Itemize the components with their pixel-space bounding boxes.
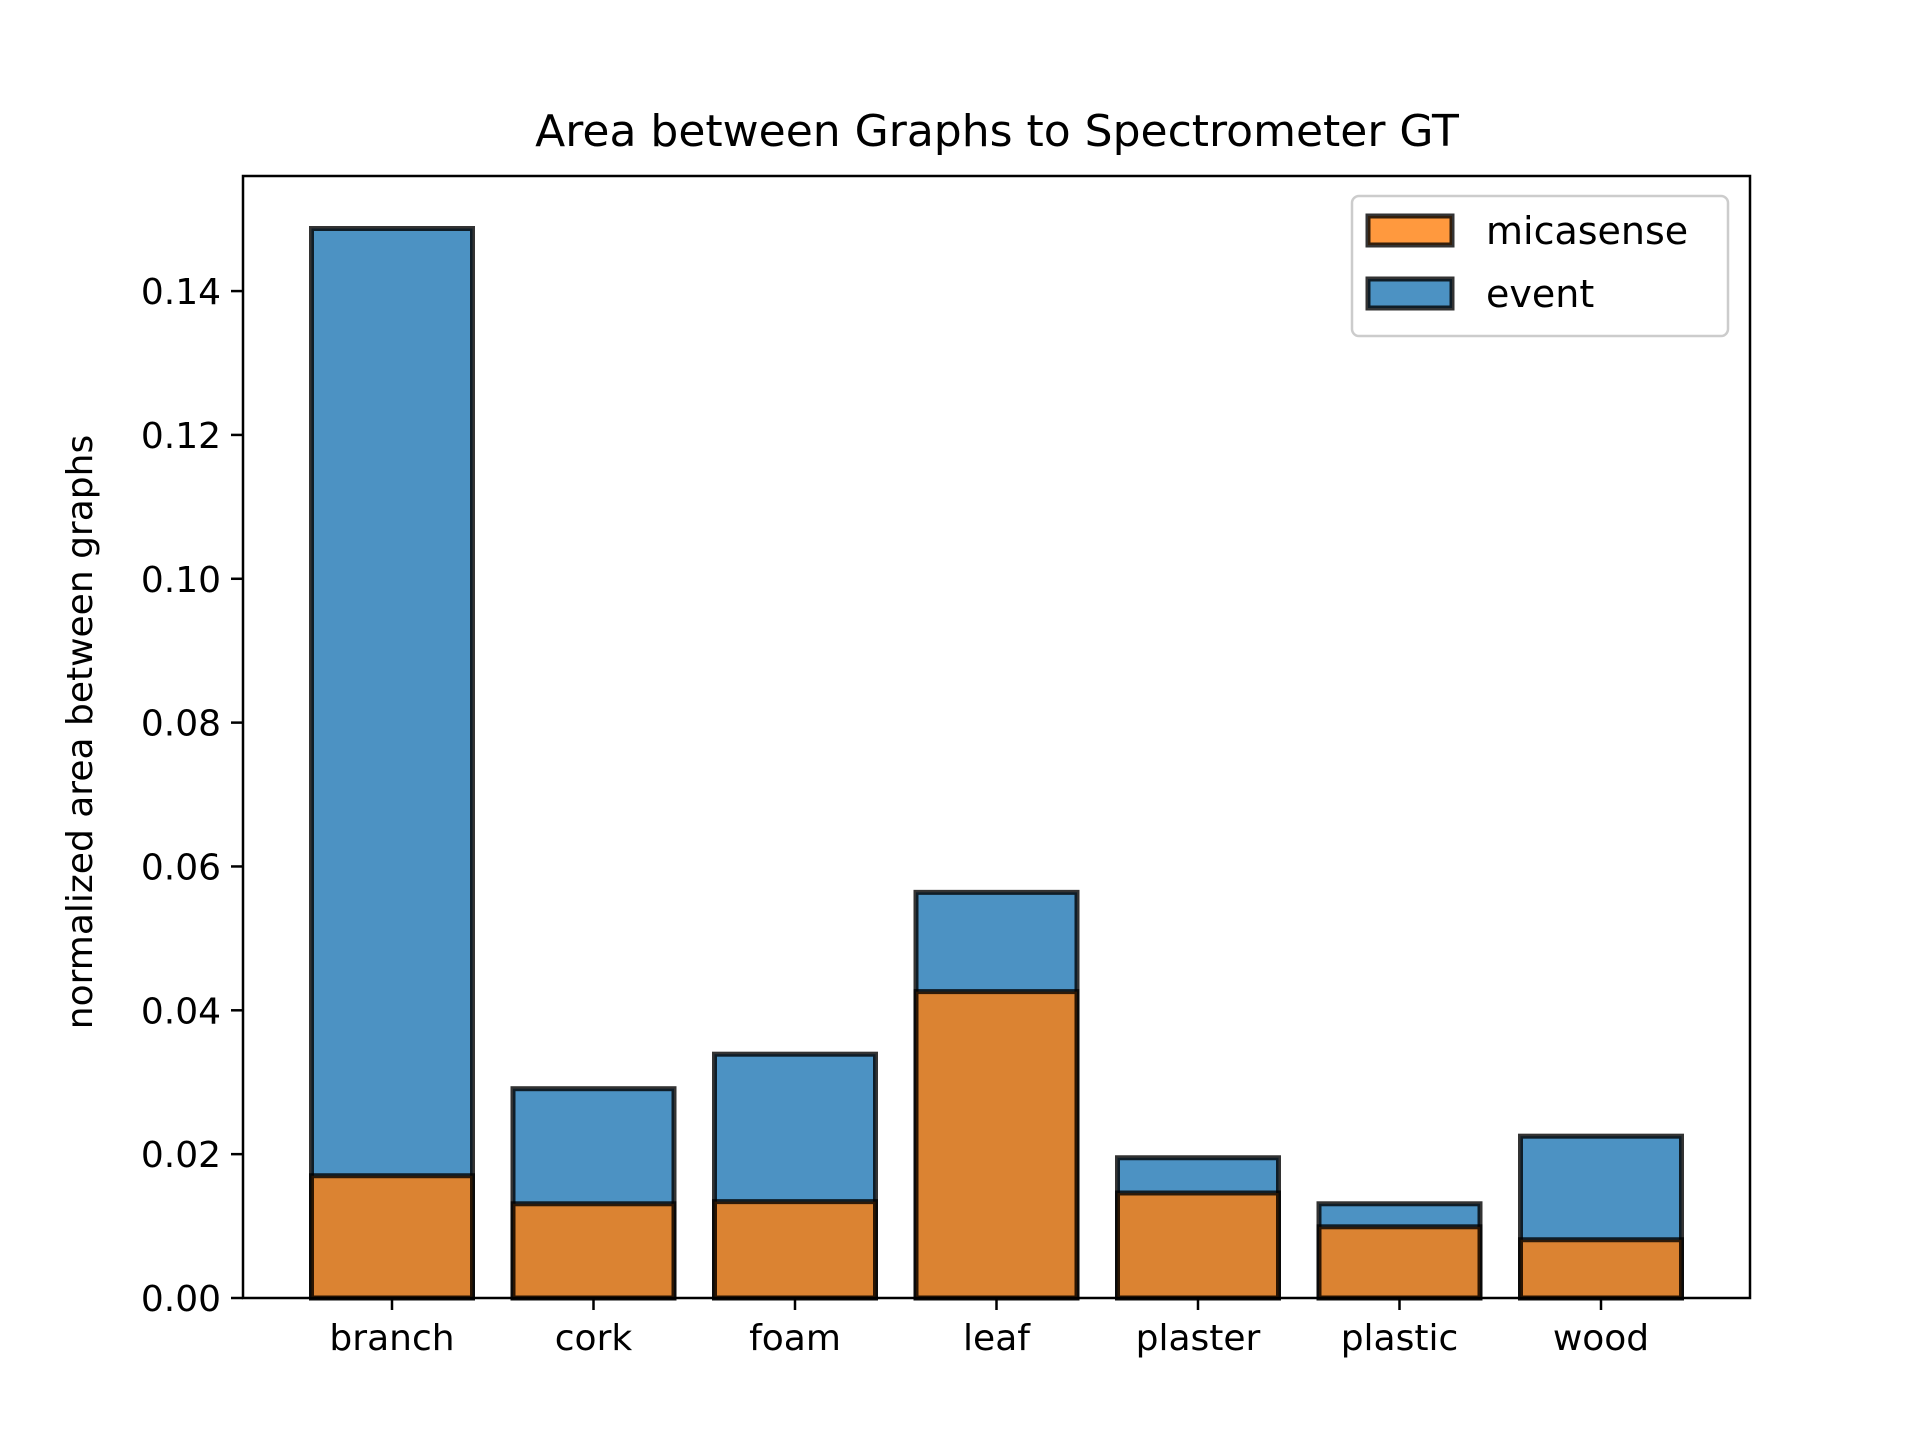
bar-micasense-plaster (1115, 1190, 1281, 1301)
legend: micasense event (1350, 194, 1730, 338)
ticks-layer: branch cork foam leaf plaster plastic wood 0.00… (141, 272, 1649, 1359)
bar-micasense-cork (510, 1201, 677, 1301)
y-tick-label: 0.02 (141, 1135, 221, 1176)
x-tick-label: cork (555, 1318, 633, 1359)
y-tick-label: 0.12 (141, 416, 221, 457)
chart-title: Area between Graphs to Spectrometer GT (535, 106, 1459, 157)
y-axis-label: normalized area between graphs (60, 435, 101, 1029)
bar-event-branch (309, 226, 475, 1301)
x-tick-label: plaster (1136, 1318, 1261, 1359)
bar-micasense-leaf (913, 989, 1080, 1301)
y-tick-label: 0.04 (141, 991, 221, 1032)
bar-micasense-plastic (1316, 1224, 1483, 1301)
x-tick-label: branch (329, 1318, 454, 1359)
legend-label-event: event (1486, 272, 1594, 316)
plot-frame (241, 174, 1752, 1300)
legend-swatch-micasense (1365, 213, 1455, 248)
x-tick-label: wood (1553, 1318, 1649, 1359)
y-tick-label: 0.08 (141, 704, 221, 745)
bar-micasense-branch (309, 1173, 475, 1301)
bar-micasense-foam (712, 1199, 878, 1301)
bars-layer (309, 226, 1684, 1301)
legend-swatch-event (1365, 276, 1455, 311)
y-tick-label: 0.06 (141, 847, 221, 888)
bar-micasense-wood (1518, 1237, 1684, 1301)
legend-label-micasense: micasense (1486, 209, 1688, 253)
y-tick-label: 0.00 (141, 1279, 221, 1320)
x-tick-label: plastic (1341, 1318, 1459, 1359)
x-tick-label: leaf (963, 1318, 1031, 1359)
y-tick-label: 0.14 (141, 272, 221, 313)
x-tick-label: foam (749, 1318, 841, 1359)
y-tick-label: 0.10 (141, 560, 221, 601)
